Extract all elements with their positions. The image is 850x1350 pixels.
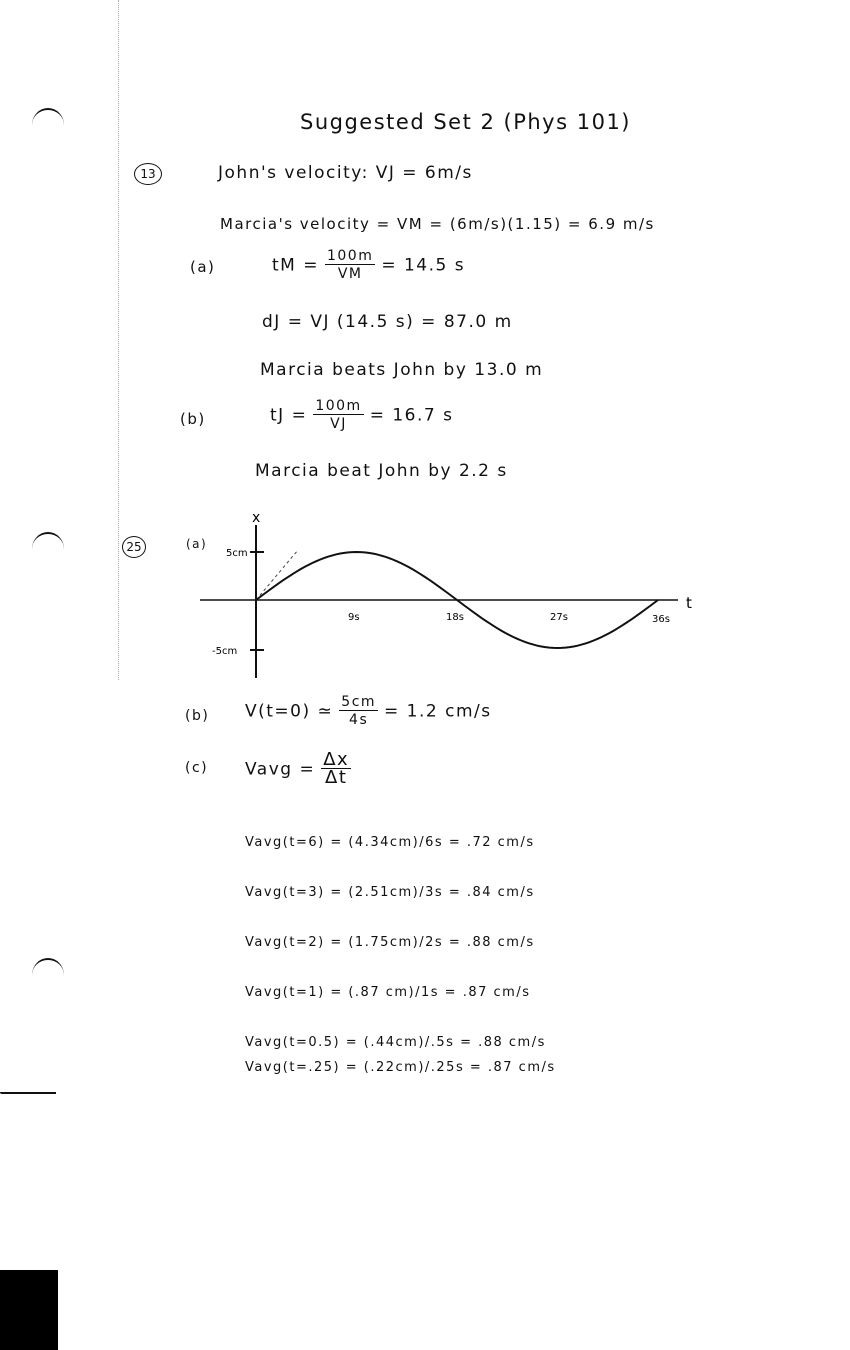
john-velocity: John's velocity: VJ = 6m/s — [218, 163, 473, 183]
scan-edge-shadow — [0, 1270, 58, 1350]
v0-lhs: V(t=0) ≃ — [245, 701, 334, 722]
dj-equation: dJ = VJ (14.5 s) = 87.0 m — [262, 312, 513, 332]
vavg-fraction: Δx Δt — [321, 749, 352, 788]
numerator: 100m — [313, 398, 364, 415]
page-title: Suggested Set 2 (Phys 101) — [300, 110, 632, 134]
tangent-line — [255, 549, 299, 601]
tm-lhs: tM = — [272, 255, 319, 276]
y-axis-label: x — [252, 510, 260, 526]
part-a-label-25: (a) — [186, 537, 208, 551]
y-tick-label: -5cm — [212, 646, 237, 657]
denominator: VM — [337, 266, 363, 282]
vavg-row: Vavg(t=6) = (4.34cm)/6s = .72 cm/s — [245, 835, 535, 850]
tm-rhs: = 14.5 s — [381, 255, 466, 276]
part-b-label: (b) — [180, 410, 206, 428]
vavg-row: Vavg(t=.25) = (.22cm)/.25s = .87 cm/s — [245, 1060, 556, 1075]
part-b-label-25: (b) — [185, 708, 210, 724]
part-c-label-25: (c) — [185, 760, 209, 776]
sine-curve — [255, 550, 659, 650]
vavg-definition: Vavg = Δx Δt — [245, 749, 357, 788]
x-tick-label: 27s — [550, 612, 568, 623]
tj-lhs: tJ = — [270, 405, 308, 426]
x-tick-label: 18s — [446, 612, 464, 623]
tj-fraction: 100m VJ — [313, 398, 364, 433]
tj-equation: tJ = 100m VJ = 16.7 s — [270, 398, 453, 433]
vavg-row: Vavg(t=3) = (2.51cm)/3s = .84 cm/s — [245, 885, 535, 900]
problem-number-25: 25 — [122, 536, 146, 558]
binder-hole — [32, 958, 64, 992]
numerator: 5cm — [339, 694, 379, 711]
denominator: Δt — [325, 767, 348, 788]
binder-hole — [32, 108, 64, 142]
part-a-result: Marcia beats John by 13.0 m — [260, 360, 544, 380]
x-axis-label: t — [686, 594, 692, 612]
y-tick-label: 5cm — [226, 548, 248, 559]
v0-rhs: = 1.2 cm/s — [384, 701, 492, 722]
problem-number-13: 13 — [134, 163, 162, 185]
numerator: 100m — [324, 248, 376, 265]
tm-fraction: 100m VM — [324, 248, 376, 283]
vavg-row: Vavg(t=0.5) = (.44cm)/.5s = .88 cm/s — [245, 1035, 546, 1050]
margin-line — [118, 0, 119, 680]
numerator: Δx — [321, 749, 352, 770]
x-tick-label: 9s — [348, 612, 360, 623]
denominator: 4s — [349, 712, 369, 728]
binder-hole — [32, 532, 64, 566]
position-time-graph: x t 5cm -5cm 9s 18s 27s 36s — [200, 510, 692, 678]
tj-rhs: = 16.7 s — [369, 405, 454, 426]
vavg-lhs: Vavg = — [245, 759, 316, 780]
tm-equation: tM = 100m VM = 14.5 s — [272, 248, 465, 283]
marcia-velocity: Marcia's velocity = VM = (6m/s)(1.15) = … — [220, 215, 655, 233]
part-b-result: Marcia beat John by 2.2 s — [255, 461, 508, 481]
vavg-row: Vavg(t=1) = (.87 cm)/1s = .87 cm/s — [245, 985, 531, 1000]
v0-equation: V(t=0) ≃ 5cm 4s = 1.2 cm/s — [245, 694, 492, 729]
denominator: VJ — [330, 416, 347, 432]
v0-fraction: 5cm 4s — [339, 694, 379, 729]
page-edge — [0, 1092, 56, 1094]
part-a-label: (a) — [190, 258, 216, 276]
vavg-row: Vavg(t=2) = (1.75cm)/2s = .88 cm/s — [245, 935, 535, 950]
x-tick-label: 36s — [652, 614, 670, 625]
